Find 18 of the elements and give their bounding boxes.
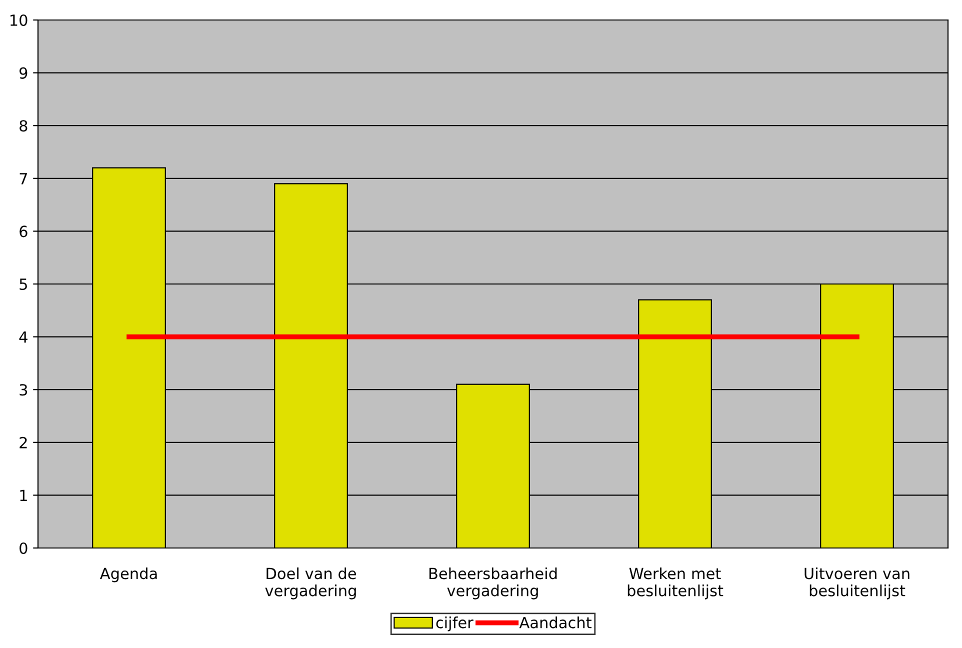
y-tick-label: 7 [20,173,27,184]
x-tick-label: Doel van de vergadering [265,567,356,600]
y-tick-label: 0 [20,542,28,554]
legend-label: Aandacht [519,616,592,628]
y-tick-label: 4 [19,331,28,343]
y-tick-label: 3 [20,384,28,396]
x-tick-label: Uitvoeren van besluitenlijst [804,567,910,600]
y-tick-label: 6 [20,226,28,238]
x-tick-label: Beheersbaarheid vergadering [429,567,557,600]
y-tick-label: 2 [20,436,27,448]
y-tick-label: 5 [20,278,27,290]
x-tick-label: Agenda [100,567,157,582]
x-tick-label: Werken met besluitenlijst [628,567,724,600]
y-tick-label: 8 [20,120,28,132]
y-tick-label: 10 [10,14,28,26]
y-tick-label: 9 [20,67,28,79]
legend-label: cijfer [436,616,474,632]
y-tick-label: 1 [20,490,27,502]
